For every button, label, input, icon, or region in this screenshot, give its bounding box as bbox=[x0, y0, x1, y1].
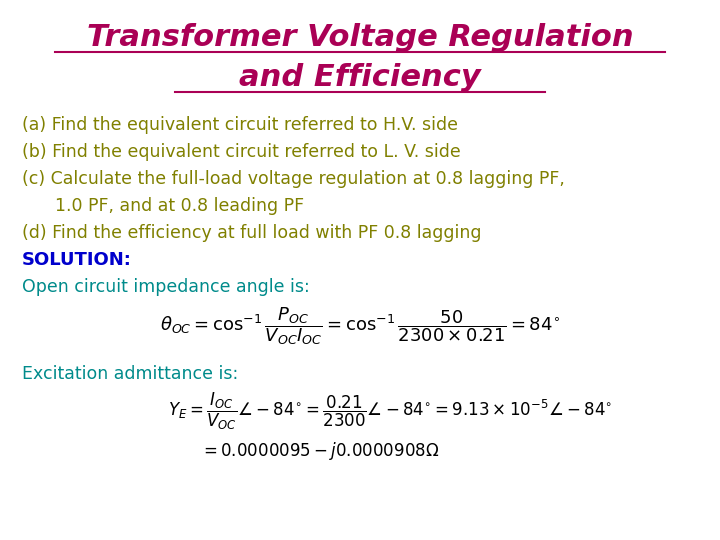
Text: Open circuit impedance angle is:: Open circuit impedance angle is: bbox=[22, 278, 310, 296]
Text: (b) Find the equivalent circuit referred to L. V. side: (b) Find the equivalent circuit referred… bbox=[22, 143, 461, 161]
Text: $Y_E = \dfrac{I_{OC}}{V_{OC}}\angle -84^{\circ} = \dfrac{0.21}{2300}\angle -84^{: $Y_E = \dfrac{I_{OC}}{V_{OC}}\angle -84^… bbox=[168, 390, 612, 431]
Text: (d) Find the efficiency at full load with PF 0.8 lagging: (d) Find the efficiency at full load wit… bbox=[22, 224, 482, 242]
Text: (a) Find the equivalent circuit referred to H.V. side: (a) Find the equivalent circuit referred… bbox=[22, 116, 458, 134]
Text: $\theta_{OC} = \cos^{-1}\dfrac{P_{OC}}{V_{OC}I_{OC}} = \cos^{-1}\dfrac{50}{2300\: $\theta_{OC} = \cos^{-1}\dfrac{P_{OC}}{V… bbox=[160, 305, 560, 347]
Text: (c) Calculate the full-load voltage regulation at 0.8 lagging PF,: (c) Calculate the full-load voltage regu… bbox=[22, 170, 565, 188]
Text: Transformer Voltage Regulation: Transformer Voltage Regulation bbox=[86, 24, 634, 52]
Text: Excitation admittance is:: Excitation admittance is: bbox=[22, 365, 238, 383]
Text: 1.0 PF, and at 0.8 leading PF: 1.0 PF, and at 0.8 leading PF bbox=[22, 197, 304, 215]
Text: SOLUTION:: SOLUTION: bbox=[22, 251, 132, 269]
Text: $= 0.0000095 - j0.0000908\Omega$: $= 0.0000095 - j0.0000908\Omega$ bbox=[200, 440, 439, 462]
Text: and Efficiency: and Efficiency bbox=[239, 64, 481, 92]
